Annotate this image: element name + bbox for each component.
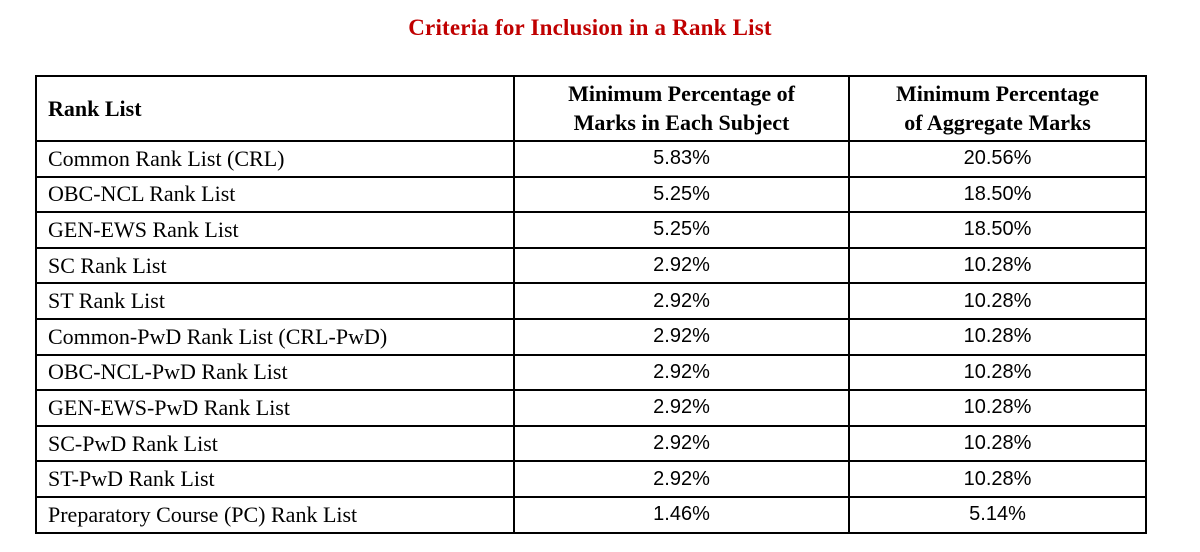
table-row: GEN-EWS Rank List 5.25% 18.50% — [35, 211, 1147, 249]
criteria-table: Rank List Minimum Percentage of Marks in… — [35, 75, 1147, 534]
min-subject-cell: 2.92% — [513, 246, 850, 285]
rank-list-cell: SC-PwD Rank List — [35, 424, 515, 463]
min-subject-cell: 2.92% — [513, 389, 850, 427]
min-aggregate-cell: 18.50% — [848, 211, 1147, 249]
min-aggregate-cell: 5.14% — [848, 495, 1147, 534]
min-subject-cell: 2.92% — [513, 282, 850, 320]
min-aggregate-cell: 10.28% — [848, 353, 1147, 392]
page-title: Criteria for Inclusion in a Rank List — [408, 15, 772, 40]
header-rank-list-label: Rank List — [48, 95, 142, 121]
header-row: Rank List Minimum Percentage of Marks in… — [35, 75, 1147, 142]
min-aggregate-cell: 10.28% — [848, 424, 1147, 463]
rank-list-cell: ST-PwD Rank List — [35, 460, 515, 498]
min-aggregate-cell: 10.28% — [848, 317, 1147, 356]
rank-list-cell: SC Rank List — [35, 246, 515, 285]
min-subject-cell: 2.92% — [513, 460, 850, 498]
min-aggregate-cell: 10.28% — [848, 460, 1147, 498]
min-subject-cell: 5.25% — [513, 175, 850, 214]
min-subject-cell: 2.92% — [513, 317, 850, 356]
min-subject-cell: 1.46% — [513, 495, 850, 534]
min-aggregate-cell: 20.56% — [848, 140, 1147, 178]
rank-list-cell: Preparatory Course (PC) Rank List — [35, 495, 515, 534]
rank-list-cell: OBC-NCL Rank List — [35, 175, 515, 214]
table-row: SC-PwD Rank List 2.92% 10.28% — [35, 424, 1147, 463]
min-aggregate-cell: 18.50% — [848, 175, 1147, 214]
min-subject-cell: 2.92% — [513, 424, 850, 463]
min-subject-cell: 5.25% — [513, 211, 850, 249]
table-body: Common Rank List (CRL) 5.83% 20.56% OBC-… — [35, 140, 1147, 534]
header-min-subject: Minimum Percentage of Marks in Each Subj… — [513, 75, 850, 142]
table-row: ST Rank List 2.92% 10.28% — [35, 282, 1147, 320]
min-subject-cell: 2.92% — [513, 353, 850, 392]
rank-list-cell: ST Rank List — [35, 282, 515, 320]
rank-list-cell: Common Rank List (CRL) — [35, 140, 515, 178]
rank-list-cell: Common-PwD Rank List (CRL-PwD) — [35, 317, 515, 356]
header-rank-list: Rank List — [35, 75, 515, 142]
table-header: Rank List Minimum Percentage of Marks in… — [35, 75, 1147, 142]
rank-list-cell: GEN-EWS-PwD Rank List — [35, 389, 515, 427]
table-row: Common Rank List (CRL) 5.83% 20.56% — [35, 140, 1147, 178]
min-aggregate-cell: 10.28% — [848, 246, 1147, 285]
table-row: OBC-NCL Rank List 5.25% 18.50% — [35, 175, 1147, 214]
table-row: OBC-NCL-PwD Rank List 2.92% 10.28% — [35, 353, 1147, 392]
min-subject-cell: 5.83% — [513, 140, 850, 178]
header-min-aggregate: Minimum Percentage of Aggregate Marks — [848, 75, 1147, 142]
table-row: Common-PwD Rank List (CRL-PwD) 2.92% 10.… — [35, 317, 1147, 356]
rank-list-cell: GEN-EWS Rank List — [35, 211, 515, 249]
table-row: ST-PwD Rank List 2.92% 10.28% — [35, 460, 1147, 498]
table-row: GEN-EWS-PwD Rank List 2.92% 10.28% — [35, 389, 1147, 427]
min-aggregate-cell: 10.28% — [848, 282, 1147, 320]
table-row: Preparatory Course (PC) Rank List 1.46% … — [35, 495, 1147, 534]
min-aggregate-cell: 10.28% — [848, 389, 1147, 427]
table-row: SC Rank List 2.92% 10.28% — [35, 246, 1147, 285]
rank-list-cell: OBC-NCL-PwD Rank List — [35, 353, 515, 392]
